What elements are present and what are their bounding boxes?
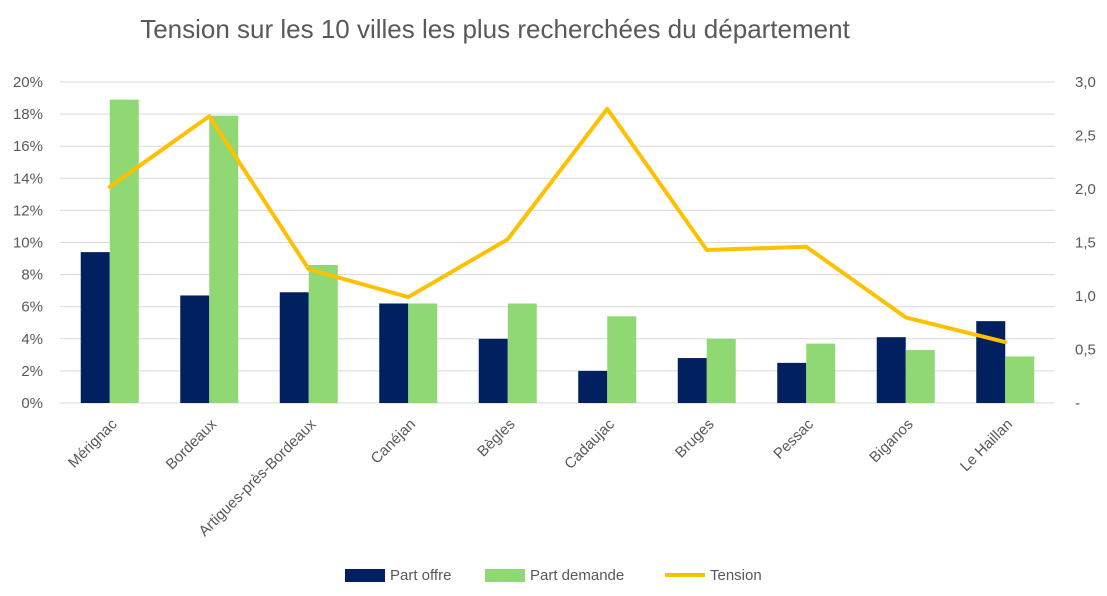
bar-part-offre: [876, 337, 906, 403]
y-left-tick-label: 20%: [13, 74, 43, 91]
bar-part-offre: [180, 295, 210, 403]
y-left-tick-label: 6%: [21, 299, 43, 316]
y-right-tick-label: -: [1075, 395, 1080, 412]
x-tick-label: Pessac: [770, 415, 817, 462]
bar-part-demande: [109, 99, 139, 403]
series-line-tension: [107, 106, 1008, 345]
legend-label: Part demande: [530, 567, 624, 584]
y-right-tick-label: 1,0: [1075, 288, 1096, 305]
y-left-tick-label: 8%: [21, 267, 43, 284]
bar-part-offre: [80, 252, 110, 403]
y-right-tick-label: 2,5: [1075, 128, 1096, 145]
y-left-tick-label: 2%: [21, 363, 43, 380]
bar-part-offre: [976, 321, 1006, 403]
bar-part-offre: [279, 292, 309, 403]
x-tick-label: Bègles: [474, 416, 518, 460]
y-left-tick-label: 0%: [21, 395, 43, 412]
bar-part-offre: [777, 362, 807, 403]
bar-part-demande: [209, 115, 239, 403]
bar-part-demande: [706, 338, 736, 403]
bar-part-demande: [607, 316, 637, 403]
x-tick-label: Bordeaux: [163, 415, 221, 473]
y-left-tick-label: 18%: [13, 106, 43, 123]
x-tick-label: Le Haillan: [957, 416, 1016, 475]
x-tick-label: Mérignac: [65, 415, 121, 471]
x-tick-label: Cadaujac: [561, 415, 618, 472]
legend-label: Part offre: [390, 567, 451, 584]
y-right-tick-label: 3,0: [1075, 74, 1096, 91]
bar-part-offre: [379, 303, 409, 403]
bar-part-demande: [905, 350, 935, 403]
y-left-tick-label: 16%: [13, 138, 43, 155]
legend-swatch: [485, 569, 525, 582]
bar-part-offre: [478, 338, 508, 403]
bar-part-demande: [1005, 356, 1035, 403]
bar-part-demande: [308, 264, 338, 403]
bar-part-offre: [677, 358, 707, 403]
x-tick-label: Biganos: [866, 416, 916, 466]
y-left-tick-label: 10%: [13, 235, 43, 252]
y-left-tick-label: 4%: [21, 331, 43, 348]
x-tick-label: Artigues-près-Bordeaux: [196, 415, 320, 539]
y-right-tick-label: 2,0: [1075, 181, 1096, 198]
bar-part-demande: [806, 343, 836, 403]
legend-label: Tension: [710, 567, 762, 584]
y-left-tick-label: 12%: [13, 202, 43, 219]
bar-part-offre: [578, 370, 608, 403]
x-tick-label: Bruges: [672, 416, 718, 462]
bar-part-demande: [408, 303, 438, 403]
x-tick-label: Canéjan: [368, 416, 420, 468]
y-right-tick-label: 1,5: [1075, 235, 1096, 252]
chart-title: Tension sur les 10 villes les plus reche…: [140, 14, 850, 44]
y-right-tick-label: 0,5: [1075, 342, 1096, 359]
y-left-tick-label: 14%: [13, 170, 43, 187]
bar-part-demande: [507, 303, 537, 403]
legend-swatch: [345, 569, 385, 582]
